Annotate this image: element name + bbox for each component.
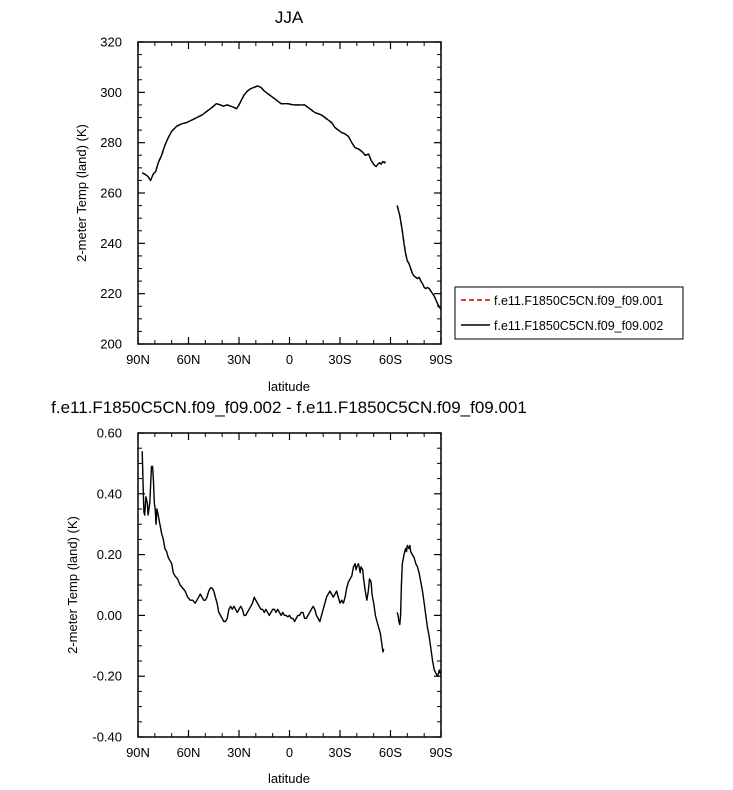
bottom-chart-title: f.e11.F1850C5CN.f09_f09.002 - f.e11.F185… (51, 398, 527, 417)
bottom-x-tick-label: 90S (429, 745, 452, 760)
top-x-tick-label: 30N (227, 352, 251, 367)
top-y-axis-label: 2-meter Temp (land) (K) (74, 124, 89, 262)
bottom-y-tick-label: 0.60 (97, 426, 122, 441)
bottom-plot-frame (137, 432, 442, 738)
bottom-x-tick-label: 0 (286, 745, 293, 760)
bottom-x-axis-label: latitude (268, 771, 310, 786)
bottom-x-tick-label: 30N (227, 745, 251, 760)
bottom-x-tick-label: 60S (379, 745, 402, 760)
top-panel: JJA 90N 60N 30N 0 30S 60S 90S 200 220 240 260 280 30… (74, 8, 453, 394)
bottom-y-tick-label: 0.40 (97, 486, 122, 501)
top-plot-lines (141, 85, 442, 310)
bottom-series-1-segment-2 (396, 544, 441, 677)
bottom-x-tick-label: 90N (126, 745, 150, 760)
legend-label-run-001: f.e11.F1850C5CN.f09_f09.001 (494, 294, 663, 308)
top-chart-title: JJA (275, 8, 304, 27)
top-x-tick-label: 60S (379, 352, 402, 367)
top-series-1-segment-1 (141, 85, 386, 182)
top-x-axis-label: latitude (268, 379, 310, 394)
bottom-y-axis-label: 2-meter Temp (land) (K) (65, 516, 80, 654)
top-y-tick-label: 280 (100, 135, 122, 150)
top-x-tick-label: 0 (286, 352, 293, 367)
top-y-tick-label: 240 (100, 236, 122, 251)
bottom-axis-ticks: 90N 60N 30N 0 30S 60S 90S -0.40 -0.20 0.00 0.20 0.4… (92, 426, 453, 761)
bottom-x-tick-label: 60N (177, 745, 201, 760)
bottom-series-1-segment-1 (141, 451, 385, 653)
legend: f.e11.F1850C5CN.f09_f09.001 f.e11.F1850C… (454, 286, 684, 340)
top-plot-frame (137, 41, 442, 345)
top-axis-ticks: 90N 60N 30N 0 30S 60S 90S 200 220 240 260 280 300 320 (100, 35, 453, 368)
legend-box (454, 286, 684, 340)
bottom-panel: f.e11.F1850C5CN.f09_f09.002 - f.e11.F185… (51, 398, 527, 786)
legend-label-run-002: f.e11.F1850C5CN.f09_f09.002 (494, 319, 663, 333)
top-x-tick-label: 90S (429, 352, 452, 367)
top-x-tick-label: 30S (328, 352, 351, 367)
bottom-plot-lines (141, 451, 441, 677)
bottom-y-tick-label: 0.00 (97, 608, 122, 623)
bottom-y-tick-label: -0.40 (92, 730, 122, 745)
top-series-2-segment-2 (396, 205, 442, 310)
top-x-tick-label: 60N (177, 352, 201, 367)
top-y-tick-label: 200 (100, 337, 122, 352)
top-x-tick-label: 90N (126, 352, 150, 367)
top-y-tick-label: 260 (100, 186, 122, 201)
top-series-2-segment-1 (141, 85, 386, 182)
top-y-tick-label: 220 (100, 286, 122, 301)
bottom-y-tick-label: -0.20 (92, 669, 122, 684)
bottom-y-tick-label: 0.20 (97, 547, 122, 562)
bottom-x-tick-label: 30S (328, 745, 351, 760)
top-y-tick-label: 320 (100, 35, 122, 50)
top-y-tick-label: 300 (100, 85, 122, 100)
